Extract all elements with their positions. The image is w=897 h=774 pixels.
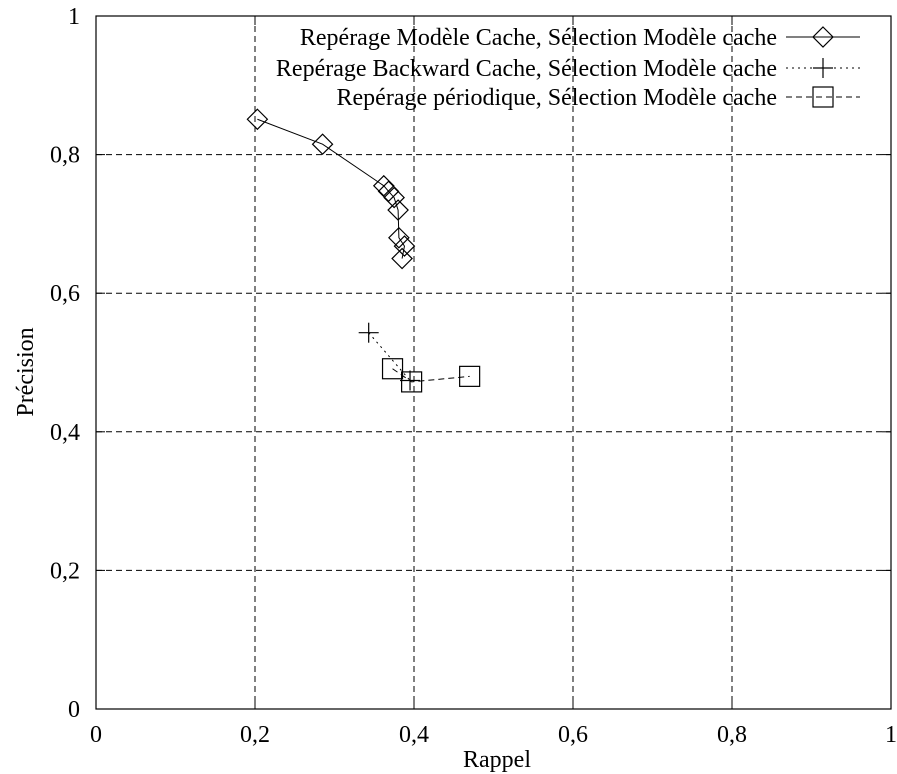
- series-2: [358, 322, 421, 391]
- x-tick-label: 0,8: [717, 722, 747, 748]
- legend-plus-marker: [813, 58, 833, 78]
- x-tick-label: 0: [90, 722, 102, 748]
- plot-area: [246, 108, 481, 393]
- x-tick-label: 0,6: [558, 722, 588, 748]
- legend-entry: Repérage Modèle Cache, Sélection Modèle …: [300, 25, 860, 51]
- series-3: [381, 358, 481, 393]
- x-tick-label: 1: [885, 722, 897, 748]
- axes: 0 0,2 0,4 0,6 0,8 1 0 0,2 0,4 0,6 0,8 1: [50, 4, 897, 748]
- plot-frame: [95, 15, 892, 710]
- x-tick-label: 0,4: [399, 722, 429, 748]
- grid: [96, 16, 891, 709]
- y-tick-label: 0,8: [50, 143, 80, 169]
- legend-entry: Repérage Backward Cache, Sélection Modèl…: [276, 56, 860, 82]
- diamond-point: [388, 226, 410, 249]
- legend-diamond-marker: [812, 26, 834, 48]
- y-tick-label: 0: [68, 697, 80, 723]
- diamond-point: [391, 247, 413, 270]
- diamond-point: [383, 186, 405, 209]
- diamond-point: [387, 199, 409, 221]
- series-line: [392, 368, 470, 383]
- legend-entry: Repérage périodique, Sélection Modèle ca…: [337, 85, 860, 111]
- diamond-point: [246, 108, 269, 131]
- x-axis-label: Rappel: [463, 747, 531, 773]
- y-tick-label: 0,2: [50, 558, 80, 584]
- y-axis-label: Précision: [13, 327, 39, 416]
- y-tick-label: 1: [68, 4, 80, 30]
- series-1: [246, 108, 416, 270]
- square-point: [459, 365, 481, 387]
- legend-label: Repérage Modèle Cache, Sélection Modèle …: [300, 25, 777, 51]
- plus-point: [358, 322, 379, 343]
- series-line: [257, 118, 405, 259]
- legend-label: Repérage Backward Cache, Sélection Modèl…: [276, 56, 777, 82]
- y-tick-label: 0,6: [50, 281, 80, 307]
- square-point: [401, 371, 423, 393]
- legend-label: Repérage périodique, Sélection Modèle ca…: [337, 85, 777, 111]
- diamond-point: [311, 133, 334, 156]
- series-line: [368, 332, 411, 381]
- diamond-point: [393, 235, 416, 257]
- x-tick-label: 0,2: [240, 722, 270, 748]
- legend-square-marker: [812, 86, 834, 108]
- square-point: [381, 358, 404, 380]
- legend: Repérage Modèle Cache, Sélection Modèle …: [276, 25, 860, 111]
- y-tick-label: 0,4: [50, 420, 80, 446]
